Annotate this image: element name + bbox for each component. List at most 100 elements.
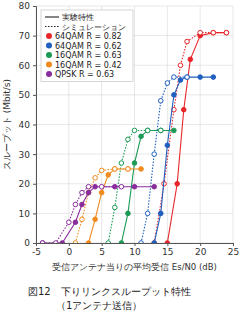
series-line	[141, 77, 187, 243]
marker	[67, 220, 72, 225]
marker	[86, 241, 91, 243]
tick-label: 80	[19, 1, 31, 11]
marker	[175, 181, 180, 186]
tick-label: 20	[19, 179, 31, 189]
marker	[119, 161, 124, 166]
y-axis-title: スループット (Mbit/s)	[2, 79, 12, 170]
marker	[211, 75, 216, 80]
tick-mark	[167, 243, 168, 246]
marker	[139, 134, 144, 139]
tick-label: 25	[228, 247, 239, 257]
tick: 80	[19, 1, 36, 11]
tick: 20	[19, 179, 36, 189]
tick: 0	[24, 238, 36, 248]
marker	[172, 75, 177, 80]
marker	[86, 184, 91, 189]
marker	[178, 78, 183, 83]
marker	[145, 128, 150, 133]
legend-marker	[46, 71, 52, 77]
tick-label: 60	[19, 61, 31, 71]
grid	[36, 6, 233, 243]
marker	[126, 167, 131, 172]
legend-label: 64QAM R = 0.82	[55, 32, 122, 41]
series-line	[154, 77, 213, 243]
series-line	[75, 169, 128, 243]
tick-label: 40	[19, 120, 31, 130]
marker	[113, 167, 118, 172]
marker	[80, 202, 85, 207]
marker	[99, 184, 104, 189]
marker	[185, 75, 190, 80]
marker	[86, 190, 91, 195]
title: （1アンテナ送信）	[56, 300, 142, 311]
legend-box	[41, 10, 133, 82]
tick-mark	[33, 6, 36, 7]
marker	[139, 241, 144, 243]
tick: 10	[19, 209, 36, 219]
marker	[158, 128, 163, 133]
tick-label: -5	[32, 247, 41, 257]
marker	[93, 176, 98, 181]
marker	[165, 241, 170, 243]
marker	[93, 217, 98, 222]
marker	[73, 202, 78, 207]
marker	[152, 184, 157, 189]
tick-label: 20	[195, 247, 207, 257]
tick: 10	[129, 243, 141, 257]
legend-marker	[46, 62, 52, 68]
marker	[185, 39, 190, 44]
marker	[80, 190, 85, 195]
marker	[158, 99, 163, 104]
grid-line	[36, 154, 233, 155]
marker	[172, 128, 177, 133]
title: 図12 下りリンクスループット特性	[28, 286, 191, 297]
marker	[113, 167, 118, 172]
legend-marker	[46, 43, 52, 49]
tick: 70	[19, 31, 36, 41]
tick: -5	[32, 243, 41, 257]
legend-label: QPSK R = 0.63	[55, 70, 114, 79]
marker	[152, 241, 157, 243]
marker	[106, 173, 111, 178]
legend-marker	[46, 33, 52, 39]
marker	[119, 184, 124, 189]
marker	[188, 57, 193, 62]
marker	[158, 128, 163, 133]
tick: 20	[195, 243, 207, 257]
legend-line	[45, 26, 59, 27]
marker	[158, 211, 163, 216]
tick-mark	[33, 125, 36, 126]
tick-mark	[233, 243, 234, 246]
tick-mark	[102, 243, 103, 246]
axis-line	[37, 244, 234, 247]
marker	[99, 168, 104, 173]
marker	[40, 241, 45, 243]
tick-label: 10	[129, 247, 141, 257]
legend-line	[45, 16, 59, 17]
tick: 15	[162, 243, 173, 257]
tick: 0	[66, 243, 72, 257]
series-line	[167, 33, 226, 243]
legend-label: 64QAM R = 0.62	[55, 42, 122, 51]
plot: -5051015202501020304050607080実験特性シミュレーショ…	[19, 1, 240, 257]
tick-label: 0	[66, 247, 72, 257]
marker	[211, 30, 216, 35]
legend-label: シミュレーション	[62, 23, 126, 32]
tick: 60	[19, 61, 36, 71]
marker	[60, 241, 65, 243]
marker	[126, 167, 131, 172]
tick-label: 10	[19, 209, 31, 219]
series-line	[108, 130, 161, 243]
x-axis: -50510152025	[32, 243, 239, 257]
legend-marker	[46, 52, 52, 58]
legend-label: 16QAM R = 0.42	[55, 61, 122, 70]
series-line	[43, 187, 122, 243]
tick-mark	[135, 243, 136, 246]
tick-label: 30	[19, 150, 31, 160]
marker	[126, 137, 131, 142]
tick-label: 0	[24, 238, 30, 248]
tick-mark	[33, 36, 36, 37]
marker	[132, 128, 137, 133]
marker	[198, 30, 203, 35]
legend: 実験特性シミュレーション64QAM R = 0.8264QAM R = 0.62…	[41, 10, 133, 82]
